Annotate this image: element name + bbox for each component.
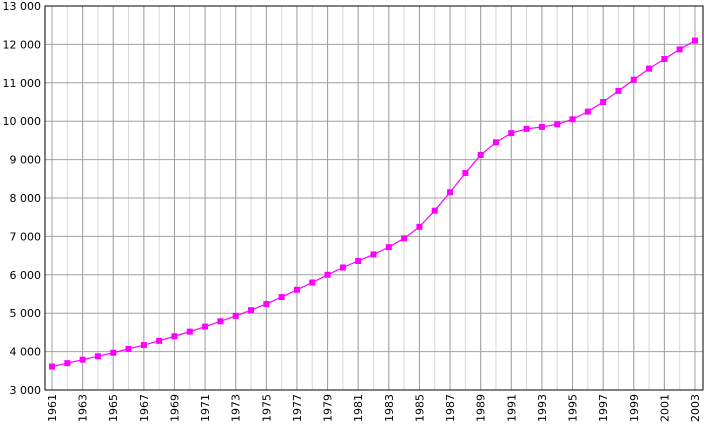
y-tick-label: 11 000	[3, 77, 42, 90]
data-point	[64, 360, 71, 367]
x-tick-label: 1965	[107, 394, 120, 422]
data-point	[324, 271, 331, 278]
x-tick-label: 1971	[199, 394, 212, 422]
y-tick-label: 3 000	[10, 384, 42, 397]
data-point	[569, 116, 576, 123]
data-point	[584, 108, 591, 115]
x-tick-label: 2001	[658, 394, 671, 422]
data-point	[156, 337, 163, 344]
data-point	[140, 342, 147, 349]
x-tick-label: 1991	[505, 394, 518, 422]
x-tick-label: 1985	[413, 394, 426, 422]
y-tick-label: 8 000	[10, 192, 42, 205]
y-tick-label: 5 000	[10, 307, 42, 320]
x-tick-label: 1989	[475, 394, 488, 422]
y-tick-label: 7 000	[10, 230, 42, 243]
y-tick-label: 4 000	[10, 346, 42, 359]
x-tick-label: 1997	[597, 394, 610, 422]
data-point	[416, 223, 423, 230]
data-point	[125, 345, 132, 352]
data-point	[94, 353, 101, 360]
data-point	[79, 356, 86, 363]
data-point	[554, 121, 561, 128]
y-tick-label: 12 000	[3, 38, 42, 51]
data-point	[630, 76, 637, 83]
x-tick-label: 1975	[260, 394, 273, 422]
y-tick-label: 10 000	[3, 115, 42, 128]
data-point	[217, 318, 224, 325]
x-tick-label: 2003	[689, 394, 702, 422]
data-point	[508, 130, 515, 137]
data-point	[232, 312, 239, 319]
y-tick-label: 9 000	[10, 154, 42, 167]
x-tick-label: 1993	[536, 394, 549, 422]
data-point	[186, 328, 193, 335]
data-point	[431, 207, 438, 214]
data-point	[370, 251, 377, 258]
data-point	[538, 123, 545, 130]
x-tick-label: 1981	[352, 394, 365, 422]
data-point	[615, 87, 622, 94]
data-point	[523, 125, 530, 132]
data-point	[263, 300, 270, 307]
x-tick-label: 1983	[383, 394, 396, 422]
data-point	[477, 151, 484, 158]
data-point	[355, 257, 362, 264]
x-tick-label: 1995	[567, 394, 580, 422]
x-tick-label: 1977	[291, 394, 304, 422]
plot-frame	[44, 5, 704, 391]
data-point	[692, 37, 698, 44]
data-point	[49, 363, 55, 370]
x-tick-label: 1961	[46, 394, 59, 422]
x-tick-label: 1987	[444, 394, 457, 422]
data-point	[110, 349, 117, 356]
data-point	[171, 333, 178, 340]
data-point	[661, 55, 668, 62]
x-tick-label: 1973	[230, 394, 243, 422]
data-point	[385, 244, 392, 251]
data-point	[447, 189, 454, 196]
data-point	[202, 323, 209, 330]
x-tick-label: 1969	[168, 394, 181, 422]
data-point	[248, 307, 255, 314]
data-point	[600, 99, 607, 105]
y-tick-label: 13 000	[3, 0, 42, 13]
data-point	[278, 294, 285, 301]
data-point	[646, 65, 653, 72]
data-point	[462, 170, 469, 177]
x-tick-label: 1979	[322, 394, 335, 422]
x-tick-label: 1963	[77, 394, 90, 422]
x-tick-label: 1999	[628, 394, 641, 422]
data-point	[309, 279, 316, 286]
x-tick-label: 1967	[138, 394, 151, 422]
data-point	[339, 264, 346, 271]
data-point	[401, 235, 408, 242]
y-tick-label: 6 000	[10, 269, 42, 282]
data-point	[676, 46, 683, 53]
data-point	[492, 139, 499, 146]
data-point	[293, 286, 300, 293]
